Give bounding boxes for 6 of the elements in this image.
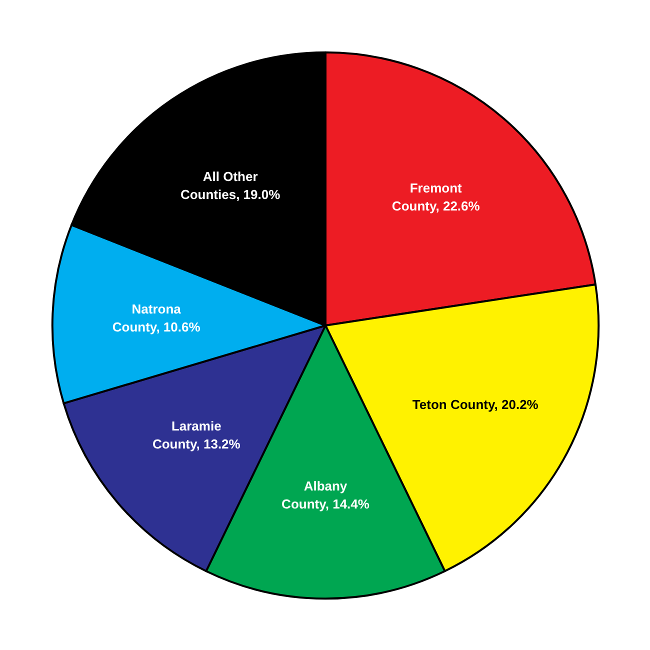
slice-label: Natrona County, 10.6% [112, 302, 201, 335]
slice-label: Teton County, 20.2% [412, 396, 539, 412]
slice-label: All Other Counties, 19.0% [180, 168, 281, 202]
slice-label: Albany County, 14.4% [282, 478, 370, 512]
slice-label: Fremont County, 22.6% [392, 180, 480, 214]
slice-label: Laramie County, 13.2% [152, 418, 241, 452]
